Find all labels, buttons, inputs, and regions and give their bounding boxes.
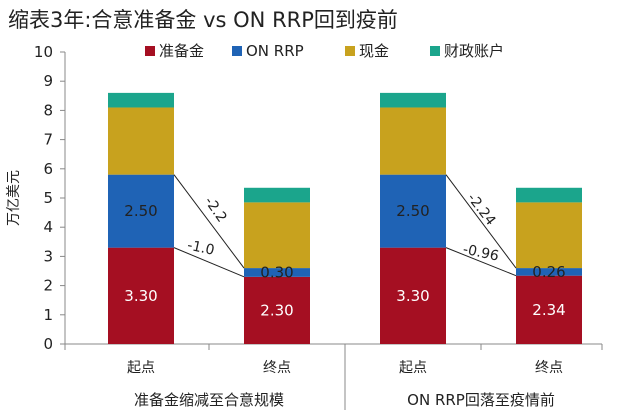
annotation-label: -2.2 [201,194,230,226]
legend-swatch [430,46,440,56]
bar-segment [244,187,310,203]
bar-segment [516,275,582,344]
legend-label: ON RRP [246,42,304,60]
bars [108,92,582,344]
data-label: 0.30 [260,263,293,281]
y-tick-label: 9 [43,72,53,90]
connector-line [173,174,245,269]
bar-segment [244,202,310,269]
data-label: 3.30 [124,287,157,305]
annotation-label: -0.96 [461,241,500,264]
legend-swatch [145,46,155,56]
data-label: 2.30 [260,301,293,319]
bar-segment [516,202,582,269]
y-tick-label: 7 [43,131,53,149]
legend-label: 财政账户 [444,42,504,60]
bar-segment [380,174,446,248]
x-category-label: 终点 [535,360,563,376]
x-category-label: 起点 [399,360,427,376]
bar-segment [380,247,446,344]
y-tick-label: 2 [43,277,53,295]
connector-line [445,247,517,277]
bar-segment [244,268,310,277]
data-label: 2.50 [396,202,429,220]
y-tick-label: 8 [43,101,53,119]
bar-segment [380,92,446,108]
y-axis-label: 万亿美元 [6,170,22,226]
y-tick-label: 1 [43,306,53,324]
bar-segment [108,92,174,108]
bar-segment [108,107,174,175]
bar-segment [108,247,174,344]
y-tick-label: 10 [34,43,53,61]
group-label: 准备金缩减至合意规模 [134,391,284,409]
y-tick-label: 0 [43,335,53,353]
legend-label: 准备金 [159,42,204,60]
data-label: 3.30 [396,287,429,305]
legend: 准备金 ON RRP 现金 财政账户 [145,42,504,60]
bar-segment [516,268,582,276]
group-label: ON RRP回落至疫情前 [407,391,555,409]
bar-segment [108,174,174,248]
y-tick-label: 5 [43,189,53,207]
x-category-label: 终点 [263,360,291,376]
connector-lines [173,174,517,278]
legend-swatch [345,46,355,56]
bar-segment [244,276,310,344]
x-category-label: 起点 [127,360,155,376]
annotation-label: -1.0 [186,237,216,258]
legend-swatch [232,46,242,56]
connector-line [173,247,245,278]
legend-label: 现金 [359,42,389,60]
y-tick-label: 6 [43,160,53,178]
annotation-label: -2.24 [464,190,499,228]
data-label: 0.26 [532,263,565,281]
data-label: 2.34 [532,301,565,319]
bar-segment [380,107,446,175]
chart-title: 缩表3年:合意准备金 vs ON RRP回到疫前 [8,8,398,32]
connector-line [445,174,517,269]
bar-segment [516,187,582,203]
y-tick-label: 4 [43,218,53,236]
data-label: 2.50 [124,202,157,220]
y-tick-label: 3 [43,247,53,265]
